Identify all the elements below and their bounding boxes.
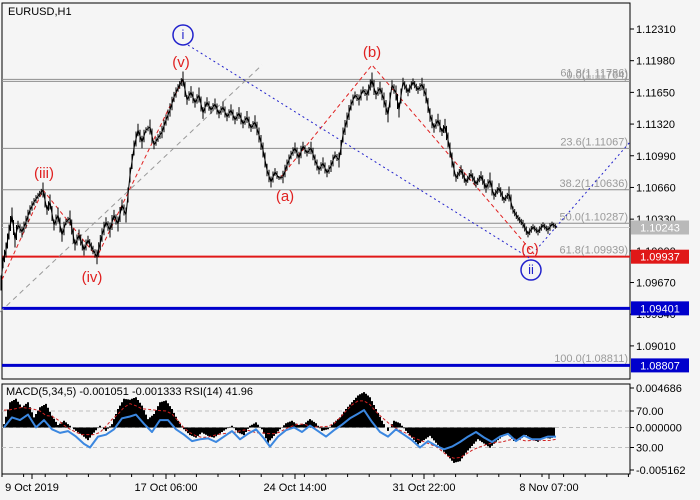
price-axis-label-3: 1.11320	[636, 119, 675, 131]
price-bars	[0, 71, 556, 291]
indicator-axis-label-4: -0.005162	[636, 465, 686, 477]
indicator-axis-label-3: 30.00	[636, 443, 664, 455]
wave-label-i: i	[182, 27, 185, 42]
wave-label-(v): (v)	[172, 54, 190, 71]
wave-label-ii: ii	[528, 262, 534, 277]
red-level-price-badge: 1.09937	[640, 252, 680, 264]
support-level-price-badge-1: 1.09401	[640, 303, 680, 315]
price-axis-label-1: 1.11980	[636, 56, 675, 68]
fib-level-label-2: 23.6(1.11067)	[560, 136, 628, 148]
time-axis-label-4: 8 Nov 07:00	[519, 482, 578, 494]
price-axis-label-10: 1.09010	[636, 341, 676, 353]
time-axis-label-3: 31 Oct 22:00	[393, 482, 456, 494]
price-axis-label-0: 1.12310	[636, 24, 676, 36]
support-level-price-badge-2: 1.08807	[640, 360, 680, 372]
price-axis-label-2: 1.11650	[636, 87, 675, 99]
indicator-axis-label-2: 0.000000	[636, 423, 682, 435]
wave-label-(a): (a)	[276, 188, 294, 205]
wave-label-(iii): (iii)	[34, 165, 54, 182]
wave-label-(c): (c)	[521, 241, 539, 258]
price-axis-label-8: 1.09670	[636, 278, 676, 290]
fib-level-label-0: 61.8(1.11786)	[560, 67, 628, 79]
current-price-badge: 1.10243	[640, 222, 680, 234]
rsi-line	[3, 409, 556, 451]
indicator-axis-label-0: 0.004686	[636, 383, 682, 395]
indicator-panel-frame[interactable]	[1, 383, 631, 475]
price-axis-label-4: 1.10990	[636, 151, 676, 163]
macd-rsi-indicator-label: MACD(5,34,5) -0.001051 -0.001333 RSI(14)…	[6, 386, 254, 398]
current-price-badge-box	[631, 220, 689, 235]
time-axis-label-0: 9 Oct 2019	[5, 482, 59, 494]
fib-level-label-5: 61.8(1.09939)	[560, 245, 629, 257]
support-level-price-badge-1-box	[631, 301, 689, 316]
price-axis-label-5: 1.10660	[636, 182, 676, 194]
price-panel-frame[interactable]	[1, 2, 631, 380]
symbol-timeframe-label: EURUSD,H1	[8, 6, 72, 18]
i-ii-wave-line[interactable]	[187, 44, 532, 260]
fib-level-label-6: 100.0(1.08811)	[554, 353, 628, 365]
indicator-axis-label-1: 70.00	[636, 406, 664, 418]
gray-trend-line[interactable]	[0, 64, 263, 313]
wave-label-(b): (b)	[363, 44, 381, 61]
fib-level-label-4: 50.0(1.10287)	[560, 211, 629, 223]
time-axis-label-1: 17 Oct 06:00	[135, 482, 198, 494]
abc-wave-line[interactable]	[279, 64, 535, 255]
support-level-price-badge-2-box	[631, 358, 689, 373]
red-level-price-badge-box	[631, 249, 689, 264]
wave-circle-i[interactable]	[172, 24, 194, 46]
fib-level-label-1: 0.0(1.11764)	[566, 69, 628, 81]
wave-label-(iv): (iv)	[82, 269, 103, 286]
time-axis-label-2: 24 Oct 14:00	[264, 482, 327, 494]
macd-histogram	[3, 392, 555, 463]
macd-signal-line	[3, 400, 557, 459]
fib-level-label-3: 38.2(1.10636)	[560, 178, 629, 190]
wave-circle-ii[interactable]	[520, 259, 542, 281]
projection-wave-line[interactable]	[535, 141, 631, 251]
